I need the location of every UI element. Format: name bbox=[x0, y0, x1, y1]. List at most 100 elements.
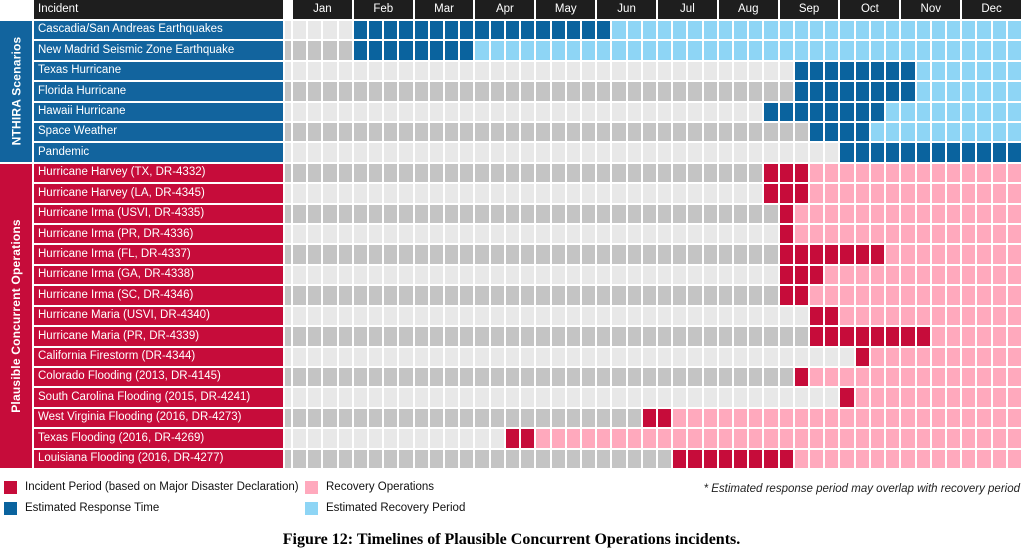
timeline-cell-recovery_ops bbox=[977, 225, 993, 246]
timeline-cell-empty bbox=[399, 143, 415, 164]
timeline-cell-est_response bbox=[870, 102, 887, 124]
timeline-cell-est_recovery bbox=[992, 82, 1008, 103]
timeline-cell-est_recovery bbox=[977, 41, 993, 62]
timeline-cell-empty bbox=[490, 429, 506, 450]
timeline-cell-empty bbox=[551, 82, 567, 103]
timeline-cell-est_response bbox=[855, 102, 871, 124]
timeline-cell-incident bbox=[673, 449, 689, 470]
edge-cell bbox=[285, 82, 293, 103]
timeline-cell-empty bbox=[414, 347, 430, 368]
month-header-jun: Jun bbox=[597, 0, 658, 21]
timeline-cell-empty bbox=[505, 265, 522, 287]
timeline-cell-empty bbox=[734, 225, 750, 246]
timeline-cell-empty bbox=[475, 429, 491, 450]
timeline-cell-est_response bbox=[886, 61, 902, 83]
timeline-cell-empty bbox=[566, 225, 582, 246]
timeline-cell-incident bbox=[779, 204, 795, 226]
timeline-cell-empty bbox=[536, 327, 552, 348]
timeline-cell-recovery_ops bbox=[870, 449, 887, 470]
timeline-cell-empty bbox=[308, 184, 324, 205]
timeline-cell-empty bbox=[779, 61, 795, 83]
timeline-cell-recovery_ops bbox=[612, 429, 628, 450]
timeline-cell-est_response bbox=[992, 143, 1008, 164]
timeline-cell-est_response bbox=[901, 61, 917, 83]
timeline-cell-est_response bbox=[597, 21, 613, 42]
timeline-cell-est_response bbox=[855, 61, 871, 83]
edge-cell bbox=[285, 41, 293, 62]
timeline-cell-empty bbox=[323, 225, 339, 246]
timeline-cell-empty bbox=[551, 367, 567, 389]
timeline-cell-empty bbox=[414, 82, 430, 103]
timeline-cell-empty bbox=[794, 327, 811, 348]
timeline-cell-recovery_ops bbox=[657, 429, 674, 450]
timeline-cell-empty bbox=[338, 184, 354, 205]
timeline-cell-recovery_ops bbox=[962, 408, 978, 430]
timeline-cell-empty bbox=[734, 123, 750, 144]
timeline-cell-est_recovery bbox=[855, 21, 871, 42]
timeline-cell-recovery_ops bbox=[916, 184, 932, 205]
timeline-cell-est_response bbox=[825, 102, 841, 124]
timeline-cell-recovery_ops bbox=[962, 429, 978, 450]
edge-cell bbox=[285, 388, 293, 409]
timeline-cell-recovery_ops bbox=[931, 163, 947, 185]
month-header-aug: Aug bbox=[718, 0, 780, 21]
timeline-cell-empty bbox=[399, 204, 415, 226]
row-label: California Firestorm (DR-4344) bbox=[34, 347, 285, 368]
timeline-cell-empty bbox=[490, 367, 506, 389]
timeline-cell-empty bbox=[749, 82, 765, 103]
timeline-cell-recovery_ops bbox=[810, 286, 826, 307]
timeline-cell-empty bbox=[308, 41, 324, 62]
timeline-chart: Incident Jan Feb Mar Apr May Jun Jul Aug Sep Oct No… bbox=[0, 0, 1023, 470]
timeline-cell-empty bbox=[445, 102, 461, 124]
edge-cell bbox=[285, 327, 293, 348]
timeline-cell-empty bbox=[384, 367, 400, 389]
timeline-cell-empty bbox=[657, 184, 674, 205]
legend-item-est_recovery: Estimated Recovery Period bbox=[305, 502, 1023, 515]
timeline-cell-empty bbox=[536, 347, 552, 368]
timeline-cell-est_recovery bbox=[946, 61, 963, 83]
timeline-cell-empty bbox=[475, 225, 491, 246]
edge-cell bbox=[285, 21, 293, 42]
timeline-cell-empty bbox=[734, 265, 750, 287]
timeline-cell-empty bbox=[460, 61, 476, 83]
timeline-cell-recovery_ops bbox=[931, 449, 947, 470]
timeline-cell-empty bbox=[369, 408, 385, 430]
timeline-cell-empty bbox=[338, 245, 354, 266]
timeline-cell-empty bbox=[399, 347, 415, 368]
timeline-cell-est_recovery bbox=[627, 41, 643, 62]
timeline-cell-est_recovery bbox=[962, 21, 978, 42]
timeline-cell-empty bbox=[399, 286, 415, 307]
timeline-cell-recovery_ops bbox=[734, 408, 750, 430]
timeline-cell-empty bbox=[369, 102, 385, 124]
timeline-cell-recovery_ops bbox=[977, 245, 993, 266]
timeline-cell-empty bbox=[323, 41, 339, 62]
timeline-cell-empty bbox=[338, 82, 354, 103]
timeline-cell-empty bbox=[323, 82, 339, 103]
timeline-cell-recovery_ops bbox=[1007, 388, 1023, 409]
timeline-cell-empty bbox=[323, 388, 339, 409]
timeline-cell-empty bbox=[414, 388, 430, 409]
timeline-cell-recovery_ops bbox=[962, 327, 978, 348]
timeline-cell-recovery_ops bbox=[992, 408, 1008, 430]
timeline-cell-est_recovery bbox=[931, 61, 947, 83]
timeline-cell-empty bbox=[612, 225, 628, 246]
timeline-cell-empty bbox=[734, 61, 750, 83]
timeline-cell-empty bbox=[414, 245, 430, 266]
timeline-cell-empty bbox=[399, 429, 415, 450]
timeline-cell-est_recovery bbox=[734, 41, 750, 62]
timeline-cell-empty bbox=[612, 286, 628, 307]
timeline-cell-recovery_ops bbox=[886, 225, 902, 246]
timeline-cell-empty bbox=[551, 388, 567, 409]
legend-swatch-est_recovery bbox=[305, 502, 318, 515]
row-label: South Carolina Flooding (2015, DR-4241) bbox=[34, 388, 285, 409]
timeline-cell-est_response bbox=[429, 41, 446, 62]
timeline-cell-est_recovery bbox=[886, 123, 902, 144]
timeline-cell-recovery_ops bbox=[977, 306, 993, 328]
timeline-cell-empty bbox=[338, 102, 354, 124]
timeline-cell-empty bbox=[703, 347, 719, 368]
timeline-cell-empty bbox=[597, 204, 613, 226]
timeline-cell-empty bbox=[353, 184, 370, 205]
timeline-cell-recovery_ops bbox=[977, 367, 993, 389]
timeline-cell-incident bbox=[810, 265, 826, 287]
timeline-cell-empty bbox=[566, 306, 582, 328]
